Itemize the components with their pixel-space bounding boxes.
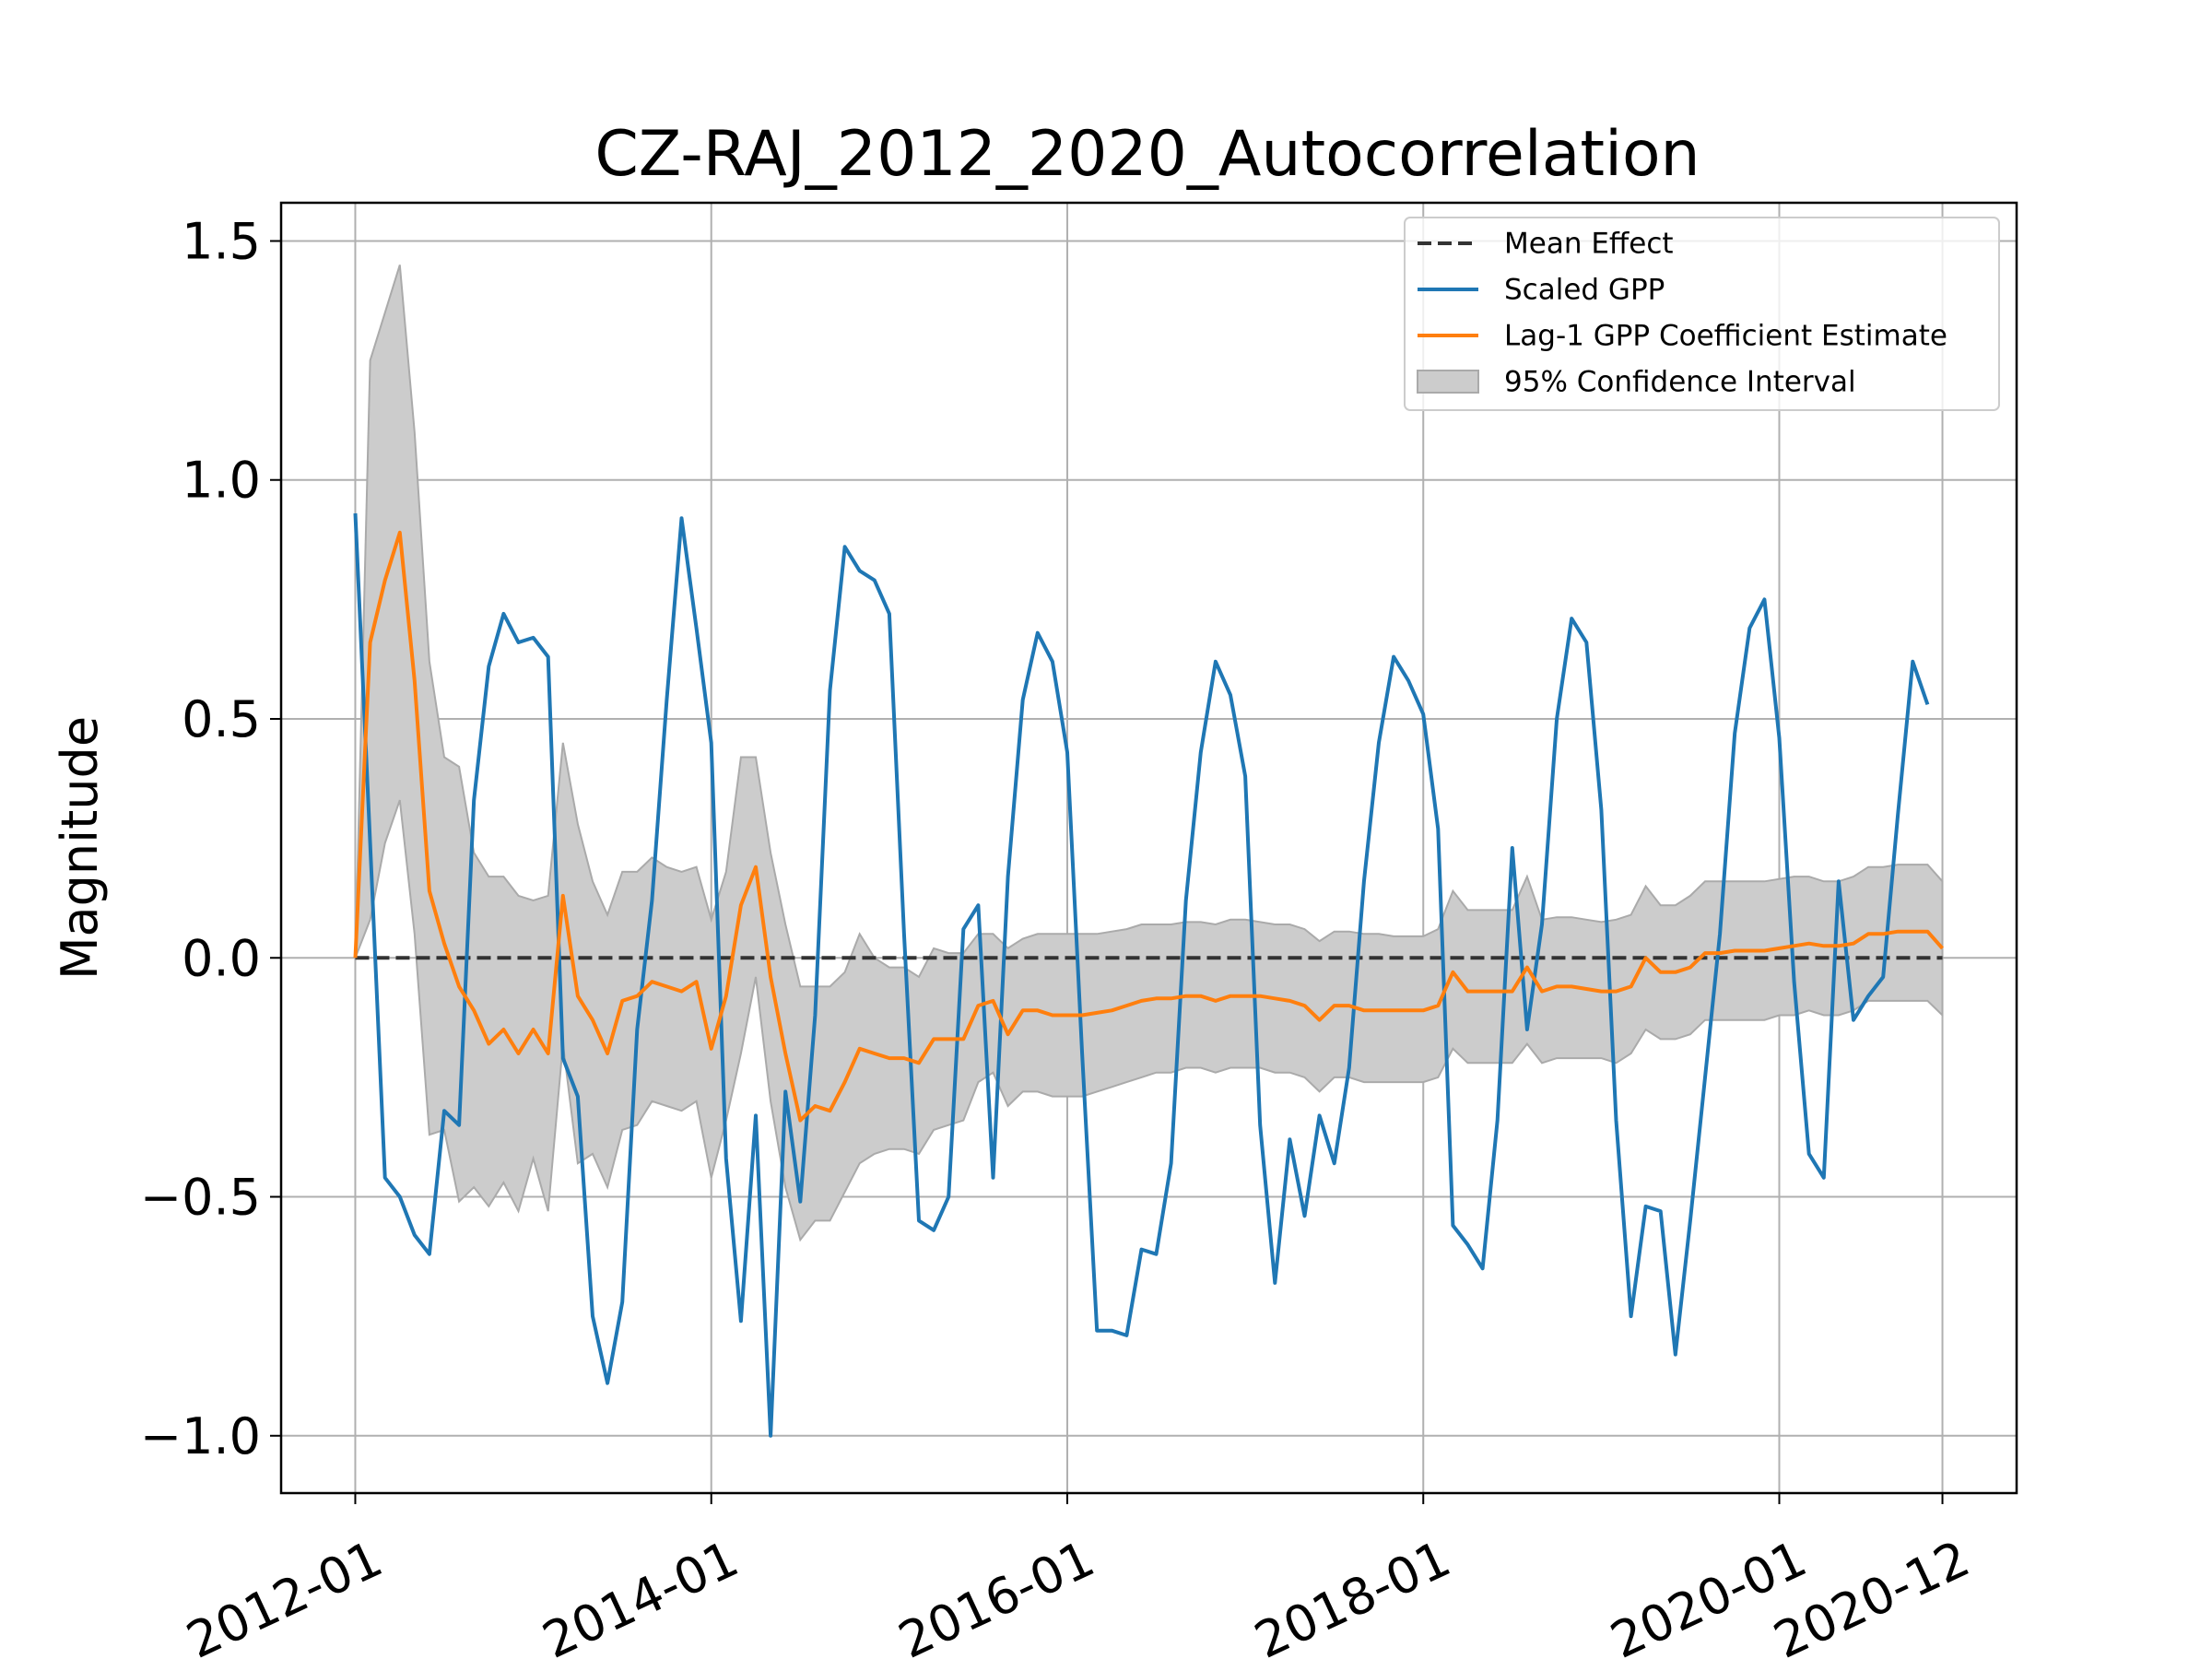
y-tick-label: 0.0 [182, 929, 261, 987]
x-tick-label: 2012-01 [178, 1529, 391, 1659]
y-tick-label: −0.5 [140, 1169, 261, 1227]
legend: Mean Effect Scaled GPP Lag-1 GPP Coefficie… [1404, 217, 2000, 411]
y-tick-label: 1.5 [182, 212, 261, 270]
y-tick-label: 0.5 [182, 690, 261, 748]
series-line [353, 512, 1930, 1438]
y-axis-label: Magnitude [51, 716, 109, 980]
legend-box [1404, 217, 2000, 411]
legend-swatch [1417, 370, 1479, 394]
y-tick-label: 1.0 [182, 452, 261, 510]
legend-label: Mean Effect [1504, 228, 1674, 261]
series-line [353, 530, 1944, 1123]
x-tick-label: 2016-01 [890, 1529, 1103, 1659]
legend-label: 95% Confidence Interval [1504, 366, 1856, 399]
plot-frame [279, 201, 2018, 1495]
x-tick-label: 2014-01 [534, 1529, 747, 1659]
x-tick-label: 2018-01 [1246, 1529, 1459, 1659]
legend-label: Scaled GPP [1504, 274, 1665, 307]
chart-title: CZ-RAJ_2012_2020_Autocorrelation [594, 118, 1700, 191]
y-tick-label: −1.0 [140, 1407, 261, 1465]
legend-label: Lag-1 GPP Coefficient Estimate [1504, 320, 1947, 353]
